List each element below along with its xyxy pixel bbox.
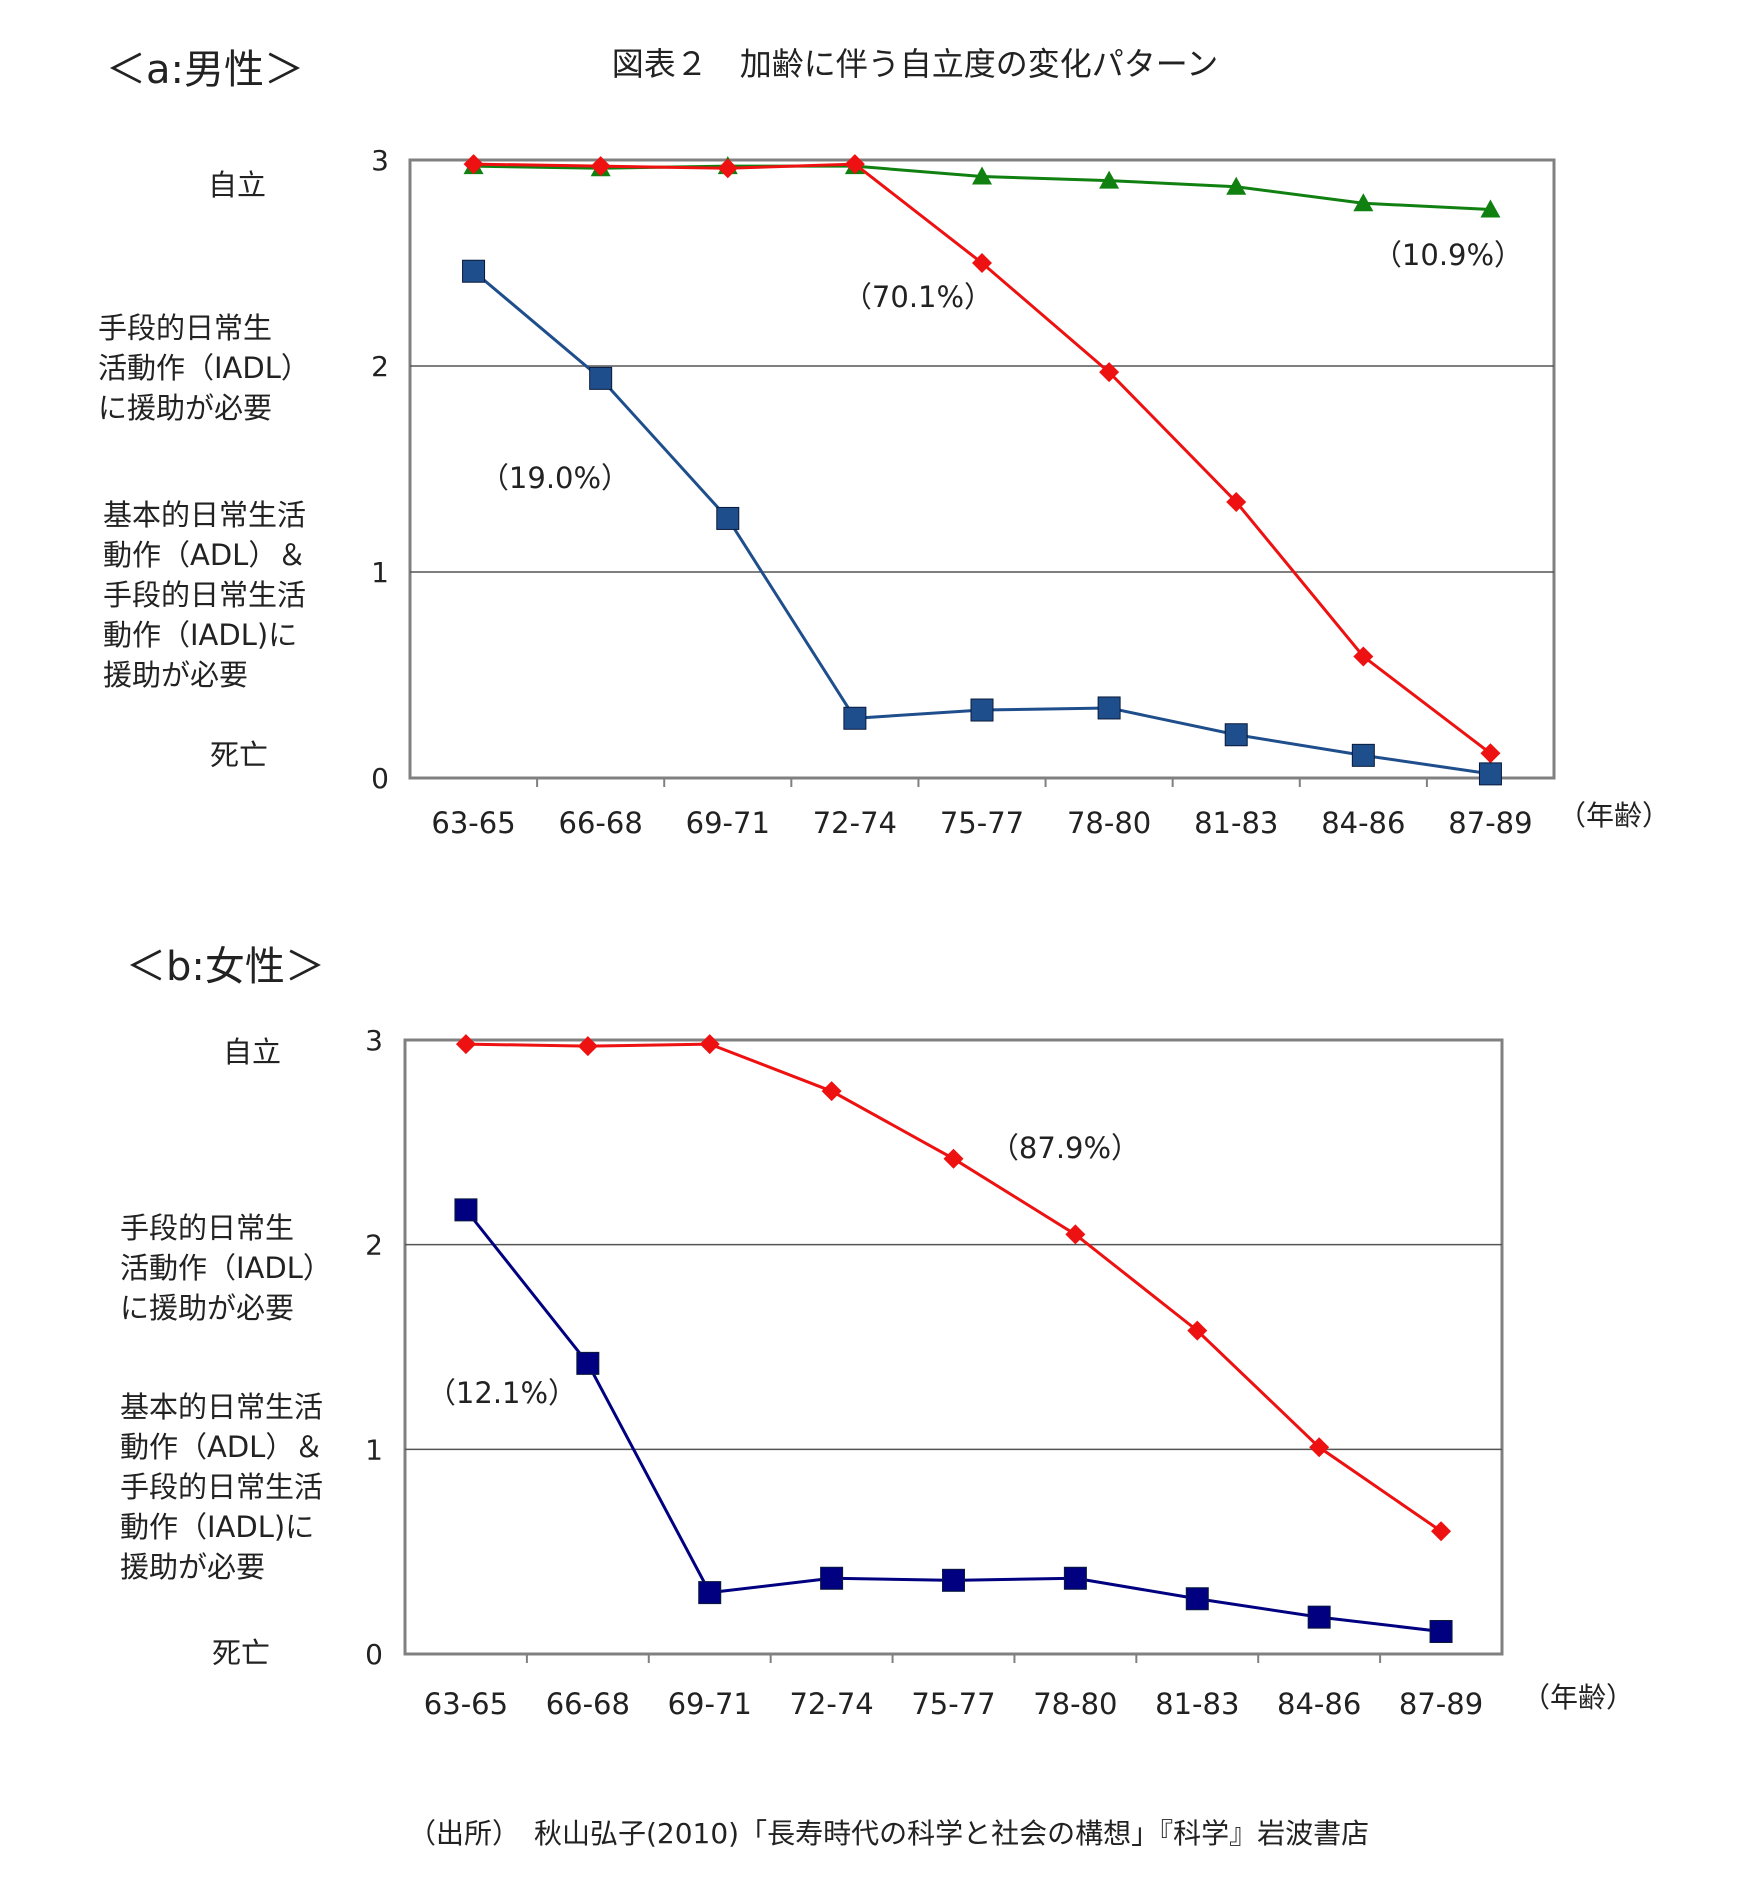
chart-a-red-point xyxy=(1099,362,1120,383)
chart-b-y-tick-label: 0 xyxy=(365,1638,383,1671)
chart-a-green-point xyxy=(972,166,992,185)
chart-a-y-tick-label: 2 xyxy=(371,350,389,383)
chart-b-x-tick-label: 78-80 xyxy=(1033,1687,1117,1721)
chart-a-blue-point xyxy=(716,506,740,530)
chart-a-red-point xyxy=(717,158,738,179)
chart-a-x-tick-label: 72-74 xyxy=(813,806,897,840)
chart-b-blue-series-line xyxy=(464,1208,1442,1633)
chart-b-red-point xyxy=(455,1034,476,1055)
chart-a-x-tick-label: 66-68 xyxy=(559,806,643,840)
chart-b-y-tick-label: 1 xyxy=(365,1433,383,1466)
chart-a-blue-point xyxy=(843,706,867,730)
chart-a-blue-point xyxy=(970,698,994,722)
chart-b-x-tick-label: 72-74 xyxy=(789,1687,873,1721)
chart-a-plot-frame xyxy=(408,158,1556,780)
chart-b-blue-point xyxy=(1185,1587,1209,1611)
chart-b-blue-point xyxy=(820,1566,844,1590)
chart-b-blue-point xyxy=(1063,1566,1087,1590)
chart-b-blue-percent-label: （12.1%） xyxy=(427,1376,577,1410)
chart-a: 0 1 2 3 63-65 66-68 69-71 72-74 75-77 78-80 81-83 8… xyxy=(371,144,1556,840)
chart-a-red-point xyxy=(590,156,611,177)
chart-a-y-tick-label: 0 xyxy=(371,762,389,795)
chart-b-blue-point xyxy=(1307,1605,1331,1629)
chart-b: 0 1 2 3 63-65 66-68 69-71 72-74 75-77 78-80 81-83 8… xyxy=(365,1024,1504,1721)
chart-b-x-tick-label: 84-86 xyxy=(1277,1687,1361,1721)
chart-b-title: ＜b:女性＞ xyxy=(126,944,325,990)
chart-a-x-tick-label: 78-80 xyxy=(1067,806,1151,840)
chart-b-blue-point xyxy=(942,1568,965,1592)
chart-b-red-point xyxy=(1187,1320,1208,1341)
chart-a-x-tick-label: 75-77 xyxy=(940,806,1024,840)
chart-a-red-point xyxy=(1353,646,1374,667)
chart-a-red-point xyxy=(1226,491,1247,512)
chart-b-x-tick-label: 63-65 xyxy=(424,1687,508,1721)
chart-b-y-tick-label: 3 xyxy=(365,1024,383,1057)
chart-a-x-tick-label: 87-89 xyxy=(1448,806,1532,840)
chart-b-x-unit: （年齢） xyxy=(1522,1681,1634,1714)
chart-a-green-point xyxy=(1353,193,1374,212)
chart-a-level-3-label: 自立 xyxy=(208,168,266,202)
chart-b-level-1-label: 基本的日常生活 動作（ADL）＆ 手段的日常生活 動作（IADL)に 援助が必要 xyxy=(120,1390,333,1584)
chart-b-red-point xyxy=(577,1036,598,1057)
chart-b-x-tick-label: 81-83 xyxy=(1155,1687,1239,1721)
chart-a-title: ＜a:男性＞ xyxy=(106,47,304,93)
chart-a-red-series-line xyxy=(473,162,1492,755)
chart-a-blue-point xyxy=(462,259,486,283)
chart-a-level-0-label: 死亡 xyxy=(210,738,268,772)
chart-b-blue-point xyxy=(454,1198,478,1222)
chart-a-blue-percent-label: （19.0%） xyxy=(480,461,630,495)
chart-a-x-tick-label: 69-71 xyxy=(686,806,770,840)
chart-b-red-series-line xyxy=(465,1042,1442,1533)
chart-b-red-point xyxy=(943,1148,964,1169)
chart-b-x-tick-label: 75-77 xyxy=(911,1687,995,1721)
chart-a-level-1-label: 基本的日常生活 動作（ADL）＆ 手段的日常生活 動作（IADL)に 援助が必要 xyxy=(103,498,316,692)
chart-b-plot-frame xyxy=(403,1038,1504,1656)
chart-b-red-percent-label: （87.9%） xyxy=(990,1131,1140,1165)
chart-b-blue-point xyxy=(1429,1619,1453,1643)
chart-b-red-point xyxy=(699,1034,720,1055)
chart-a-blue-point xyxy=(1097,696,1121,720)
chart-b-red-point xyxy=(821,1081,842,1102)
chart-a-level-2-label: 手段的日常生 活動作（IADL） に援助が必要 xyxy=(98,311,319,425)
chart-a-blue-point xyxy=(589,366,613,390)
chart-b-blue-point xyxy=(576,1351,600,1375)
chart-a-blue-point xyxy=(1478,762,1502,786)
chart-a-y-tick-label: 1 xyxy=(371,556,389,589)
chart-a-y-tick-label: 3 xyxy=(371,144,389,177)
chart-b-x-tick-label: 66-68 xyxy=(546,1687,630,1721)
chart-b-level-2-label: 手段的日常生 活動作（IADL） に援助が必要 xyxy=(120,1211,341,1325)
chart-b-x-tick-label: 87-89 xyxy=(1399,1687,1483,1721)
chart-a-red-point xyxy=(844,154,865,175)
chart-b-red-point xyxy=(1431,1521,1452,1542)
chart-a-blue-point xyxy=(1351,743,1375,767)
chart-a-blue-series-line xyxy=(472,270,1491,776)
source-note: （出所） 秋山弘子(2010)「長寿時代の科学と社会の構想」『科学』岩波書店 xyxy=(408,1817,1369,1850)
chart-b-y-tick-label: 2 xyxy=(365,1229,383,1262)
chart-a-x-unit: （年齢） xyxy=(1558,799,1670,832)
chart-a-green-point xyxy=(1480,199,1501,218)
chart-a-red-point xyxy=(463,154,484,175)
chart-b-level-0-label: 死亡 xyxy=(212,1636,270,1670)
chart-b-blue-point xyxy=(698,1581,722,1605)
chart-a-x-tick-label: 81-83 xyxy=(1194,806,1278,840)
chart-b-red-point xyxy=(1309,1437,1330,1458)
chart-a-green-point xyxy=(1226,176,1247,195)
chart-a-x-tick-label: 63-65 xyxy=(431,806,515,840)
chart-a-red-percent-label: （70.1%） xyxy=(843,280,993,314)
chart-a-x-tick-label: 84-86 xyxy=(1321,806,1405,840)
chart-a-red-point xyxy=(1480,743,1501,764)
chart-a-blue-point xyxy=(1224,723,1248,747)
chart-b-x-tick-label: 69-71 xyxy=(668,1687,752,1721)
chart-a-green-point xyxy=(1099,170,1120,189)
chart-a-red-point xyxy=(972,253,992,273)
figure-title: 図表２ 加齢に伴う自立度の変化パターン xyxy=(612,45,1218,83)
chart-a-green-percent-label: （10.9%） xyxy=(1373,238,1523,272)
chart-b-red-point xyxy=(1065,1224,1086,1245)
chart-b-level-3-label: 自立 xyxy=(223,1035,281,1069)
